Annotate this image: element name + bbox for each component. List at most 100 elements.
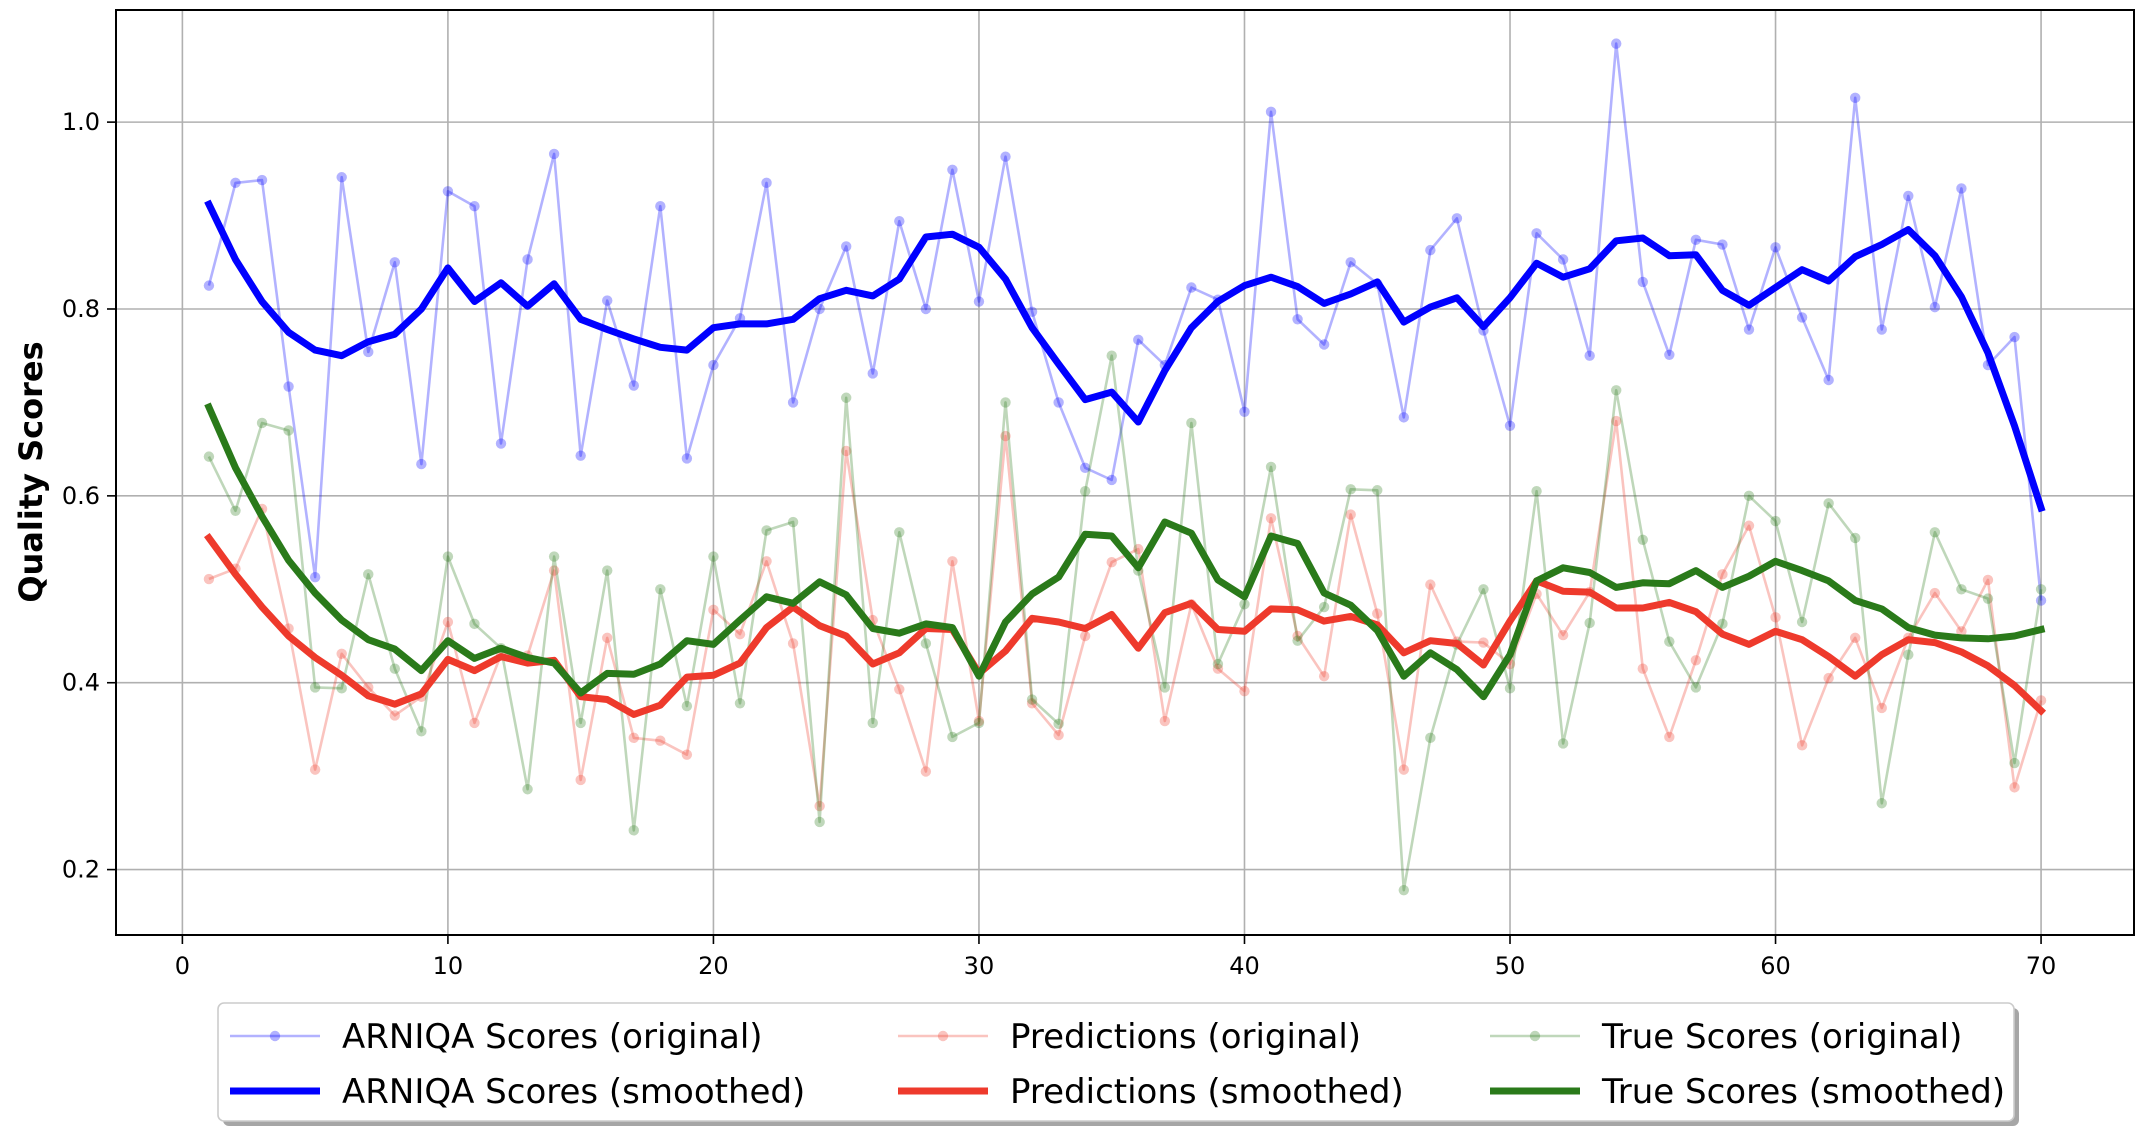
data-point (1876, 702, 1887, 714)
data-point (1664, 731, 1675, 743)
data-point (522, 784, 533, 795)
data-point (1611, 38, 1622, 49)
data-point (947, 164, 958, 175)
data-point (1584, 350, 1595, 361)
data-point (1372, 608, 1383, 619)
data-point (787, 638, 799, 649)
data-point (1557, 254, 1569, 265)
data-point (442, 616, 454, 628)
legend-label: Predictions (smoothed) (1010, 1072, 1404, 1112)
legend-item: Predictions (smoothed) (898, 1072, 1404, 1112)
legend-label: ARNIQA Scores (smoothed) (342, 1072, 805, 1112)
data-point (309, 764, 321, 775)
data-point (1717, 618, 1728, 630)
data-point (442, 551, 454, 562)
data-point (1318, 339, 1330, 350)
legend-label: ARNIQA Scores (original) (342, 1017, 763, 1057)
data-point (1849, 532, 1861, 544)
data-point (973, 717, 985, 729)
data-point (1079, 485, 1091, 497)
legend-label: Predictions (original) (1010, 1017, 1361, 1057)
x-tick-label: 50 (1495, 952, 1526, 980)
data-point (469, 201, 480, 212)
y-tick-label: 0.4 (62, 669, 100, 697)
data-point (1557, 738, 1569, 749)
data-point (1743, 520, 1755, 531)
data-point (309, 682, 321, 693)
data-point (1717, 239, 1728, 250)
data-point (2035, 695, 2047, 706)
data-point (761, 525, 772, 536)
data-point (416, 458, 427, 470)
data-point (548, 148, 560, 160)
data-point (1265, 461, 1277, 473)
data-point (1956, 183, 1967, 194)
series-smoothed-4 (204, 533, 2047, 718)
series-line (204, 533, 2047, 718)
data-point (2009, 757, 2020, 769)
data-point (1929, 301, 1941, 313)
data-point (814, 816, 825, 828)
data-point (203, 280, 215, 291)
data-point (840, 392, 852, 403)
data-point (1425, 579, 1436, 590)
data-point (1026, 698, 1038, 709)
data-point (1637, 663, 1648, 674)
data-point (1929, 527, 1941, 538)
data-point (1159, 682, 1171, 693)
data-point (681, 749, 693, 760)
data-point (1000, 430, 1011, 442)
data-point (1796, 616, 1808, 628)
data-point (469, 618, 480, 630)
data-point (1849, 92, 1861, 104)
data-point (681, 453, 693, 464)
data-point (708, 359, 719, 371)
data-point (2009, 782, 2020, 793)
data-point (522, 254, 533, 265)
y-tick-label: 1.0 (62, 108, 100, 136)
data-point (1664, 349, 1675, 360)
legend-marker (937, 1030, 949, 1042)
data-point (814, 303, 825, 315)
data-point (1159, 715, 1171, 727)
data-point (761, 177, 772, 189)
data-point (628, 732, 639, 744)
data-point (1743, 324, 1755, 335)
data-point (1186, 417, 1197, 429)
x-tick-label: 0 (175, 952, 190, 980)
data-point (1611, 415, 1622, 427)
data-point (575, 774, 586, 786)
data-point (548, 565, 560, 576)
legend-item: True Scores (smoothed) (1490, 1072, 2005, 1112)
data-point (495, 438, 507, 449)
x-axis: 0 10 20 30 40 50 60 70 (175, 935, 2056, 980)
data-point (628, 825, 639, 836)
data-point (1637, 534, 1648, 545)
data-point (1823, 374, 1834, 386)
data-point (1796, 312, 1808, 323)
data-point (840, 445, 852, 457)
data-point (947, 731, 958, 743)
data-point (1239, 685, 1250, 697)
data-point (655, 735, 666, 746)
data-point (602, 565, 613, 576)
legend-label: True Scores (smoothed) (1601, 1072, 2005, 1112)
series-line (204, 199, 2046, 513)
data-point (894, 527, 905, 538)
data-point (1000, 151, 1011, 162)
data-point (1398, 412, 1410, 423)
data-point (1478, 637, 1489, 648)
data-point (1106, 556, 1117, 568)
x-tick-label: 10 (433, 952, 464, 980)
data-point (761, 556, 772, 567)
data-point (256, 417, 268, 429)
data-point (1717, 569, 1728, 580)
data-point (1053, 718, 1064, 730)
data-point (1584, 617, 1595, 629)
data-point (1504, 683, 1516, 694)
data-point (203, 451, 215, 462)
data-point (1956, 626, 1967, 637)
data-point (1265, 513, 1277, 524)
data-point (1265, 106, 1277, 118)
data-point (1903, 190, 1914, 202)
